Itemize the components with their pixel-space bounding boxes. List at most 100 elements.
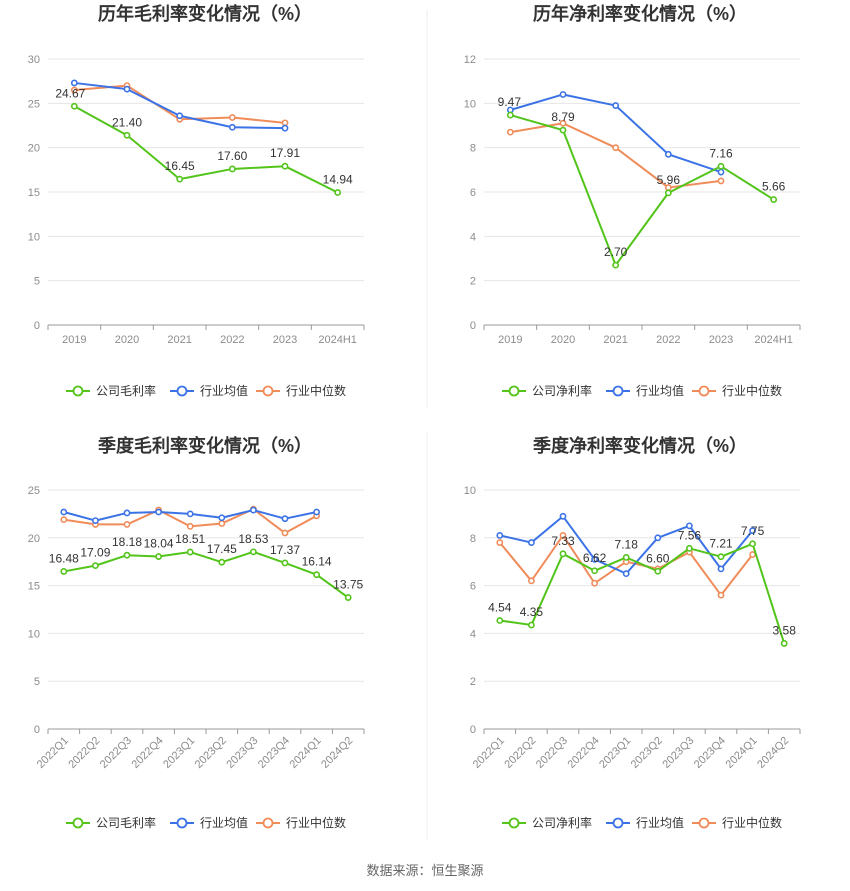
data-point	[506, 111, 514, 119]
x-tick-label: 2024H1	[318, 334, 357, 346]
data-point	[496, 617, 504, 624]
data-label: 17.09	[80, 546, 110, 560]
data-point	[218, 520, 226, 527]
legend-item[interactable]: 行业均值	[636, 815, 684, 830]
data-point	[780, 640, 788, 647]
x-tick-label: 2022Q3	[98, 735, 134, 771]
data-point	[717, 162, 725, 170]
data-label: 16.14	[302, 555, 332, 569]
legend-marker[interactable]	[72, 385, 84, 397]
data-point	[717, 168, 725, 176]
data-point	[123, 521, 131, 528]
data-point	[123, 509, 131, 517]
data-label: 7.56	[678, 528, 702, 542]
x-tick-label: 2022Q2	[502, 735, 538, 771]
legend-marker[interactable]	[508, 817, 520, 829]
x-tick-label: 2023Q3	[224, 735, 260, 771]
legend-marker[interactable]	[698, 385, 710, 397]
data-point	[528, 539, 535, 546]
y-tick-label: 4	[470, 231, 476, 243]
y-tick-label: 6	[470, 581, 476, 593]
y-tick-label: 25	[28, 485, 40, 497]
data-label: 7.18	[615, 537, 639, 551]
y-tick-label: 10	[464, 485, 476, 497]
y-tick-label: 0	[34, 320, 40, 332]
legend-item[interactable]: 行业均值	[200, 383, 248, 398]
legend-item[interactable]: 公司毛利率	[96, 815, 156, 830]
data-point	[654, 567, 662, 575]
x-tick-label: 2023Q2	[629, 735, 665, 771]
x-tick-label: 2023Q4	[692, 735, 728, 771]
legend-item[interactable]: 行业均值	[636, 383, 684, 398]
data-point	[186, 548, 194, 556]
x-tick-label: 2022	[656, 334, 680, 346]
data-point	[749, 540, 756, 548]
series-line-company	[73, 105, 339, 194]
y-tick-label: 8	[470, 143, 476, 155]
data-label: 17.45	[207, 542, 237, 556]
data-point	[186, 522, 194, 530]
data-label: 18.18	[112, 535, 142, 549]
y-tick-label: 10	[28, 628, 40, 640]
legend-item[interactable]: 公司净利率	[532, 815, 592, 830]
x-tick-label: 2023Q1	[161, 735, 197, 771]
legend-marker[interactable]	[72, 817, 84, 829]
data-point	[123, 131, 131, 139]
legend-item[interactable]: 行业中位数	[286, 383, 346, 398]
data-point	[664, 150, 672, 158]
legend-item[interactable]: 行业均值	[200, 815, 248, 830]
chart-title: 历年毛利率变化情况（%）	[98, 3, 312, 24]
data-point	[228, 123, 236, 131]
legend-marker[interactable]	[262, 817, 274, 829]
data-point	[92, 517, 99, 524]
data-point	[281, 529, 289, 537]
x-tick-label: 2024Q2	[319, 735, 355, 771]
y-tick-label: 15	[28, 187, 40, 199]
data-point	[60, 568, 68, 575]
y-tick-label: 12	[464, 54, 476, 66]
data-label: 13.75	[333, 578, 363, 592]
data-label: 6.60	[646, 551, 670, 565]
legend-marker[interactable]	[176, 385, 188, 397]
data-label: 16.45	[165, 159, 195, 173]
data-point	[281, 559, 289, 567]
legend-item[interactable]: 行业中位数	[722, 383, 782, 398]
legend-marker[interactable]	[698, 817, 710, 829]
x-tick-label: 2024Q1	[724, 735, 760, 771]
legend-item[interactable]: 公司毛利率	[96, 383, 156, 398]
x-tick-label: 2022Q1	[35, 735, 71, 771]
legend-marker[interactable]	[508, 385, 520, 397]
legend-item[interactable]: 公司净利率	[532, 383, 592, 398]
x-tick-label: 2022Q1	[471, 735, 507, 771]
data-point	[686, 522, 693, 530]
data-label: 18.53	[238, 532, 268, 546]
data-label: 17.37	[270, 543, 300, 557]
legend-item[interactable]: 行业中位数	[722, 815, 782, 830]
chart-3: 季度毛利率变化情况（%） 0 5 10 15 20 25 2022Q12022Q22022Q3…	[28, 435, 365, 830]
data-point	[92, 562, 99, 570]
data-point	[770, 196, 778, 203]
x-tick-label: 2022Q4	[566, 735, 602, 771]
legend-item[interactable]: 行业中位数	[286, 815, 346, 830]
x-tick-label: 2020	[115, 334, 139, 346]
data-point	[155, 508, 162, 516]
y-tick-label: 5	[34, 276, 40, 288]
y-tick-label: 4	[470, 628, 476, 640]
legend-marker[interactable]	[262, 385, 274, 397]
data-point	[559, 512, 567, 520]
x-tick-label: 2023Q4	[256, 735, 292, 771]
data-label: 21.40	[112, 115, 142, 129]
data-point	[612, 102, 620, 109]
legend-marker[interactable]	[176, 817, 188, 829]
x-tick-label: 2022Q4	[130, 735, 166, 771]
legend-marker[interactable]	[612, 817, 624, 829]
data-point	[60, 516, 68, 524]
series-line-company	[510, 114, 775, 267]
data-source: 数据来源：恒生聚源	[366, 863, 483, 878]
data-point	[717, 591, 725, 599]
legend-marker[interactable]	[612, 385, 624, 397]
y-tick-label: 20	[28, 143, 40, 155]
data-point	[496, 539, 504, 546]
data-point	[123, 85, 131, 93]
